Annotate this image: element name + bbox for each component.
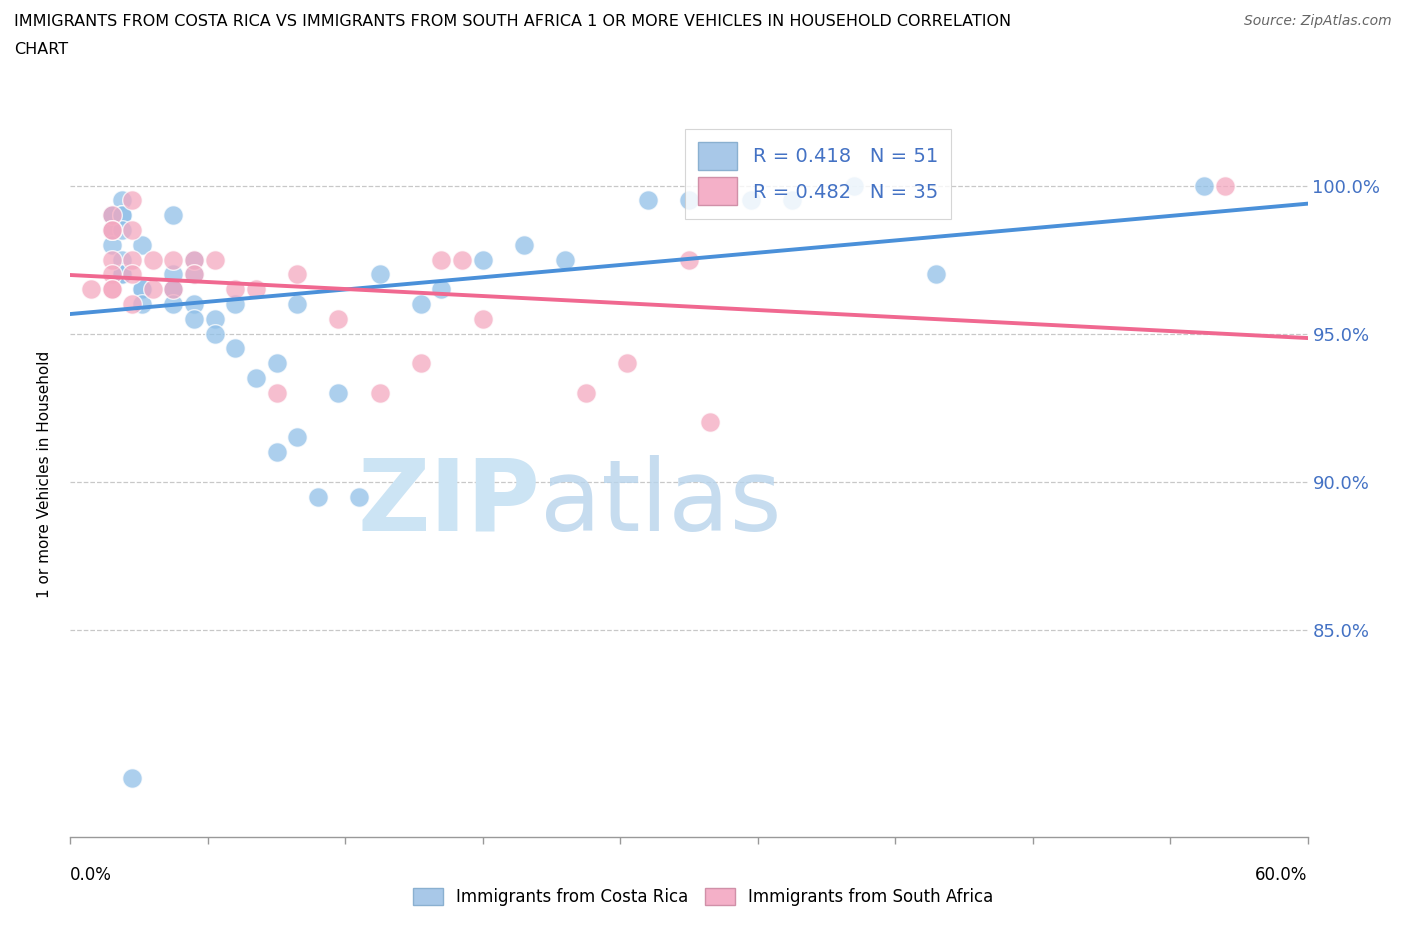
Point <box>121 193 143 208</box>
Point <box>162 297 184 312</box>
Point <box>451 252 474 267</box>
Point <box>575 385 598 400</box>
Legend: Immigrants from Costa Rica, Immigrants from South Africa: Immigrants from Costa Rica, Immigrants f… <box>406 881 1000 912</box>
Point <box>121 267 143 282</box>
Point <box>100 252 122 267</box>
Text: atlas: atlas <box>540 455 782 551</box>
Point <box>100 282 122 297</box>
Legend: R = 0.418   N = 51, R = 0.482   N = 35: R = 0.418 N = 51, R = 0.482 N = 35 <box>685 128 952 219</box>
Point <box>266 356 288 371</box>
Point <box>740 193 762 208</box>
Point <box>204 252 226 267</box>
Point <box>100 222 122 237</box>
Point <box>162 267 184 282</box>
Point <box>183 312 205 326</box>
Point <box>328 385 350 400</box>
Point <box>100 207 122 222</box>
Point <box>1213 179 1236 193</box>
Point <box>204 312 226 326</box>
Point <box>471 312 494 326</box>
Point <box>368 267 391 282</box>
Point <box>100 222 122 237</box>
Point <box>131 282 153 297</box>
Point <box>224 297 246 312</box>
Point <box>1194 179 1216 193</box>
Point <box>471 252 494 267</box>
Point <box>111 207 134 222</box>
Point <box>513 237 536 252</box>
Point <box>111 193 134 208</box>
Point <box>131 237 153 252</box>
Point <box>100 207 122 222</box>
Point <box>285 267 308 282</box>
Point <box>111 207 134 222</box>
Point <box>266 385 288 400</box>
Point <box>224 282 246 297</box>
Point <box>100 267 122 282</box>
Point <box>183 267 205 282</box>
Point <box>111 222 134 237</box>
Point <box>100 282 122 297</box>
Text: 0.0%: 0.0% <box>70 866 112 884</box>
Point <box>925 267 948 282</box>
Point <box>121 222 143 237</box>
Text: ZIP: ZIP <box>357 455 540 551</box>
Point <box>409 297 432 312</box>
Point <box>842 179 865 193</box>
Y-axis label: 1 or more Vehicles in Household: 1 or more Vehicles in Household <box>37 351 52 598</box>
Point <box>285 430 308 445</box>
Point <box>245 371 267 386</box>
Point <box>162 207 184 222</box>
Point <box>121 297 143 312</box>
Point <box>131 282 153 297</box>
Point <box>780 193 803 208</box>
Point <box>162 282 184 297</box>
Point <box>162 282 184 297</box>
Point <box>183 252 205 267</box>
Point <box>111 267 134 282</box>
Point <box>328 312 350 326</box>
Point <box>162 282 184 297</box>
Point <box>183 267 205 282</box>
Point <box>121 770 143 785</box>
Point <box>409 356 432 371</box>
Point <box>224 341 246 356</box>
Point <box>142 252 165 267</box>
Point <box>430 282 453 297</box>
Point <box>183 297 205 312</box>
Text: CHART: CHART <box>14 42 67 57</box>
Point <box>111 252 134 267</box>
Point <box>307 489 329 504</box>
Point <box>162 252 184 267</box>
Point <box>616 356 638 371</box>
Point <box>285 297 308 312</box>
Point <box>204 326 226 341</box>
Point <box>430 252 453 267</box>
Text: 60.0%: 60.0% <box>1256 866 1308 884</box>
Point <box>131 297 153 312</box>
Point <box>183 252 205 267</box>
Point <box>111 267 134 282</box>
Point <box>699 415 721 430</box>
Point <box>100 237 122 252</box>
Text: Source: ZipAtlas.com: Source: ZipAtlas.com <box>1244 14 1392 28</box>
Point <box>266 445 288 459</box>
Point <box>554 252 576 267</box>
Point <box>637 193 659 208</box>
Point <box>100 222 122 237</box>
Text: IMMIGRANTS FROM COSTA RICA VS IMMIGRANTS FROM SOUTH AFRICA 1 OR MORE VEHICLES IN: IMMIGRANTS FROM COSTA RICA VS IMMIGRANTS… <box>14 14 1011 29</box>
Point <box>80 282 103 297</box>
Point <box>368 385 391 400</box>
Point <box>100 207 122 222</box>
Point <box>347 489 370 504</box>
Point <box>121 252 143 267</box>
Point <box>100 207 122 222</box>
Point <box>245 282 267 297</box>
Point <box>142 282 165 297</box>
Point <box>678 193 700 208</box>
Point <box>678 252 700 267</box>
